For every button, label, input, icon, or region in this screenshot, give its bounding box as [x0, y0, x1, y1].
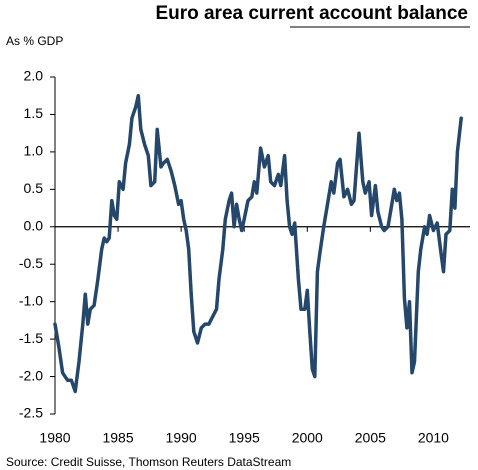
- y-tick-label: -1.0: [19, 292, 43, 308]
- chart-title: Euro area current account balance: [155, 3, 468, 24]
- x-tick-label: 1995: [229, 430, 260, 446]
- y-tick-label: -0.5: [19, 255, 43, 271]
- source-note: Source: Credit Suisse, Thomson Reuters D…: [6, 455, 291, 469]
- y-tick-label: 0.0: [24, 217, 44, 233]
- y-axis-label: As % GDP: [6, 34, 63, 48]
- y-tick-label: 1.0: [24, 143, 44, 159]
- y-tick-label: -2.5: [19, 405, 43, 421]
- y-tick-label: 2.0: [24, 68, 44, 84]
- x-tick-label: 2005: [355, 430, 386, 446]
- y-tick-label: -2.0: [19, 367, 43, 383]
- x-tick-label: 1990: [166, 430, 197, 446]
- x-tick-label: 2010: [418, 430, 449, 446]
- x-tick-label: 1980: [39, 430, 70, 446]
- data-line: [53, 93, 463, 394]
- y-tick-label: 1.5: [24, 105, 44, 121]
- x-tick-label: 2000: [292, 430, 323, 446]
- x-tick-label: 1985: [102, 430, 133, 446]
- y-tick-label: -1.5: [19, 330, 43, 346]
- y-tick-label: 0.5: [24, 180, 44, 196]
